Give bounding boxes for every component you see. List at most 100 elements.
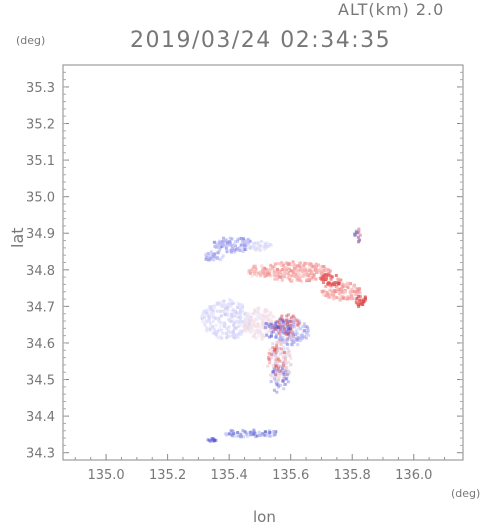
echo-cell [286, 331, 290, 335]
echo-cell [323, 273, 327, 277]
echo-cell [290, 327, 294, 331]
echo-cell [265, 268, 269, 272]
echo-cell [247, 271, 251, 275]
echo-cell [255, 434, 259, 438]
echo-cell [205, 329, 209, 333]
echo-cell [267, 329, 271, 333]
echo-cell [314, 264, 318, 268]
echo-cell [291, 330, 295, 334]
echo-cell [228, 236, 232, 240]
echo-cell [227, 325, 231, 329]
echo-cell [238, 324, 242, 328]
echo-cell [241, 309, 245, 313]
echo-cell [251, 328, 255, 332]
echo-cell [297, 277, 301, 281]
echo-cell [204, 320, 208, 324]
echo-cell [269, 311, 273, 315]
echo-cell [233, 320, 237, 324]
echo-cell [234, 311, 238, 315]
echo-cell [207, 316, 211, 320]
echo-cell [252, 272, 256, 276]
echo-cell [298, 268, 302, 272]
echo-cell [245, 315, 249, 319]
echo-cell [247, 318, 251, 322]
echo-cell [282, 371, 286, 375]
echo-cell [321, 274, 325, 278]
echo-cell [258, 273, 262, 277]
echo-cell [270, 356, 274, 360]
echo-cell [335, 284, 339, 288]
echo-cell [231, 319, 235, 323]
echo-cell [269, 243, 273, 247]
echo-cell [263, 324, 267, 328]
echo-cell [237, 332, 241, 336]
echo-cell [292, 336, 296, 340]
echo-cell [232, 312, 236, 316]
echo-cell [266, 322, 270, 326]
echo-cell [279, 325, 283, 329]
echo-cell [314, 277, 318, 281]
echo-cell [231, 434, 235, 438]
echo-cell [256, 271, 260, 275]
echo-cell [244, 311, 248, 315]
echo-cell [283, 365, 287, 369]
echo-cell [260, 337, 264, 341]
echo-cell [216, 330, 220, 334]
echo-cell [268, 351, 272, 355]
echo-cell [211, 253, 215, 257]
echo-cell [283, 338, 287, 342]
echo-cell [264, 246, 268, 250]
echo-cell [287, 349, 291, 353]
echo-cell [266, 273, 270, 277]
echo-cell [336, 277, 340, 281]
echo-cell [230, 237, 234, 241]
echo-cell [274, 365, 278, 369]
echo-cell [318, 268, 322, 272]
echo-cell [260, 335, 264, 339]
echo-cell [257, 323, 261, 327]
echo-cell [274, 355, 278, 359]
echo-cell [284, 261, 288, 265]
echo-cell [234, 314, 238, 318]
echo-cell [268, 430, 272, 434]
echo-cell [275, 382, 279, 386]
echo-cell [212, 327, 216, 331]
echo-cell [300, 337, 304, 341]
echo-cell [224, 246, 228, 250]
echo-cell [282, 345, 286, 349]
echo-cell [243, 248, 247, 252]
echo-cell [280, 337, 284, 341]
echo-cell [261, 323, 265, 327]
echo-cell [348, 290, 352, 294]
echo-cell [272, 264, 276, 268]
echo-cell [279, 328, 283, 332]
echo-cell [295, 337, 299, 341]
echo-cell [247, 328, 251, 332]
echo-cell [285, 347, 289, 351]
echo-cell [211, 319, 215, 323]
echo-cell [269, 318, 273, 322]
echo-cell [282, 269, 286, 273]
echo-cell [284, 326, 288, 330]
echo-cell [257, 334, 261, 338]
echo-cell [231, 334, 235, 338]
echo-cell [292, 264, 296, 268]
echo-cell [282, 375, 286, 379]
echo-cell [288, 277, 292, 281]
echo-cell [277, 331, 281, 335]
echo-cell [284, 368, 288, 372]
echo-cell [251, 335, 255, 339]
echo-cell [284, 330, 288, 334]
echo-cell [256, 317, 260, 321]
x-tick-label: 136.0 [395, 468, 432, 483]
y-tick-label: 34.7 [26, 300, 55, 315]
echo-cell [270, 375, 274, 379]
echo-cell [285, 266, 289, 270]
echo-cell [282, 326, 286, 330]
echo-cell [281, 379, 285, 383]
echo-cell [263, 433, 267, 437]
echo-cell [284, 332, 288, 336]
echo-cell [315, 263, 319, 267]
echo-cell [226, 308, 230, 312]
